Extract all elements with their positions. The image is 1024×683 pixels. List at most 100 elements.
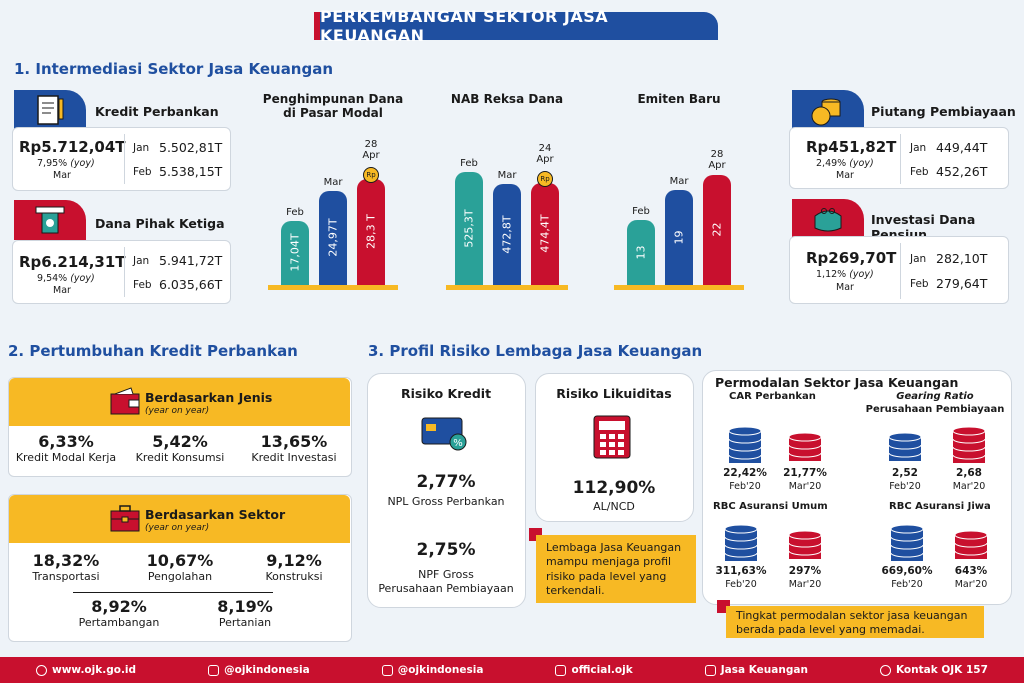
calculator-icon — [593, 415, 631, 459]
sektor-label: Pengolahan — [147, 570, 213, 583]
footer-link[interactable]: official.ojk — [555, 664, 633, 676]
pensiun-feb: 279,64T — [936, 276, 988, 291]
footer-link[interactable]: @ojkindonesia — [208, 664, 310, 676]
kredit-month: Mar — [53, 170, 71, 181]
facebook-icon — [208, 664, 220, 676]
sektor-label: Pertanian — [218, 616, 272, 629]
sektor-pct: 8,92% — [91, 597, 147, 616]
npf-label-2: Perusahaan Pembiayaan — [378, 582, 514, 595]
kredit-jan-label: Jan — [133, 142, 150, 154]
sektor-pct: 9,12% — [266, 551, 322, 570]
coins-icon — [811, 98, 841, 126]
chart-bar: 17,04T — [281, 221, 309, 285]
footer-link[interactable]: Kontak OJK 157 — [879, 664, 988, 676]
footer-link[interactable]: www.ojk.go.id — [36, 664, 136, 676]
gr-title-2: Perusahaan Pembiayaan — [865, 404, 1005, 415]
capital-value: 297% — [788, 565, 822, 577]
dpk-yoy-value: 9,54% — [37, 273, 68, 284]
dpk-jan-label: Jan — [133, 255, 150, 267]
kredit-yoy: 7,95% (yoy) — [37, 158, 95, 169]
sektor-label: Transportasi — [32, 570, 100, 583]
chart-bar: 472,8T — [493, 184, 521, 285]
sektor-pct: 18,32% — [32, 551, 100, 570]
coins-icon-tab — [792, 90, 864, 130]
dpk-value: Rp6.214,31T — [19, 253, 126, 271]
coin-stack-icon — [788, 530, 822, 559]
briefcase-icon — [110, 505, 140, 532]
jenis-title: Berdasarkan Jenis — [145, 390, 273, 405]
page-title: PERKEMBANGAN SEKTOR JASA KEUANGAN — [314, 7, 718, 45]
sektor-title: Berdasarkan Sektor — [145, 507, 286, 522]
chart-bar: 13 — [627, 220, 655, 285]
bar-category-label: Feb — [286, 207, 304, 218]
sektor-item: 9,12% Konstruksi — [237, 551, 351, 583]
capital-value: 2,68 — [956, 467, 982, 479]
capital-month: Feb'20 — [729, 481, 761, 492]
rupiah-badge-icon: Rp — [537, 171, 553, 187]
sektor-label: Pertambangan — [78, 616, 160, 629]
kredit-feb-label: Feb — [133, 166, 152, 178]
footer-link-text: official.ojk — [571, 664, 633, 676]
piutang-feb: 452,26T — [936, 164, 988, 179]
sektor-label: Konstruksi — [265, 570, 323, 583]
pensiun-card: Rp269,70T 1,12% (yoy) Mar Jan 282,10T Fe… — [789, 236, 1009, 304]
bar-category-label: Mar — [669, 176, 689, 187]
globe-icon — [36, 664, 48, 676]
chart-bar: 474,4T — [531, 183, 559, 285]
pensiun-yoy: 1,12% (yoy) — [816, 269, 874, 280]
coin-stack-icon — [788, 432, 822, 461]
dpk-yoy-tag: (yoy) — [70, 273, 95, 284]
coin-stack-icon — [954, 530, 988, 559]
chart-bar: 525,3T — [455, 172, 483, 285]
footer-link-text: @ojkindonesia — [224, 664, 310, 676]
risiko-likuiditas-title: Risiko Likuiditas — [556, 386, 672, 401]
pensiun-jan-label: Jan — [910, 253, 927, 265]
piutang-jan-label: Jan — [910, 142, 927, 154]
piutang-feb-label: Feb — [910, 166, 929, 178]
jenis-label: Kredit Investasi — [251, 451, 337, 464]
chart-bar: 19 — [665, 190, 693, 285]
kredit-yoy-tag: (yoy) — [70, 158, 95, 169]
sektor-item: 10,67% Pengolahan — [123, 551, 237, 583]
atm-icon-tab — [14, 200, 86, 240]
rbcj-title: RBC Asuransi Jiwa — [889, 501, 991, 512]
chart-title: NAB Reksa Dana — [450, 92, 564, 106]
phone-icon — [879, 664, 891, 676]
footer: www.ojk.go.id @ojkindonesia @ojkindonesia o… — [0, 657, 1024, 683]
dpk-card: Rp6.214,31T 9,54% (yoy) Mar Jan 5.941,72… — [12, 240, 231, 304]
chart-bar: 24,97T — [319, 191, 347, 285]
footer-link[interactable]: Jasa Keuangan — [704, 664, 808, 676]
jenis-item: 6,33% Kredit Modal Kerja — [9, 432, 123, 464]
capital-value: 643% — [954, 565, 988, 577]
npf-value: 2,75% — [416, 540, 476, 560]
chart-area: 17,04T Feb 24,97T Mar 28,3 T 28 Apr Rp — [268, 125, 398, 285]
chart-baseline — [268, 285, 398, 290]
footer-link[interactable]: @ojkindonesia — [381, 664, 483, 676]
bar-category-label: Feb — [632, 206, 650, 217]
coin-stack-icon — [890, 524, 924, 561]
car-title: CAR Perbankan — [729, 391, 816, 402]
bar-category-label: Mar — [323, 177, 343, 188]
pensiun-yoy-tag: (yoy) — [849, 269, 874, 280]
capital-note: Tingkat permodalan sektor jasa keuangan … — [726, 606, 984, 638]
npf-label-1: NPF Gross — [418, 568, 474, 581]
chart-baseline — [446, 285, 568, 290]
risk-note: Lembaga Jasa Keuangan mampu menjaga prof… — [536, 535, 696, 603]
npl-value: 2,77% — [416, 472, 476, 492]
divider — [900, 134, 901, 184]
bar-value-label: 13 — [634, 245, 648, 259]
jenis-label: Kredit Modal Kerja — [15, 451, 117, 464]
bar-value-label: 474,4T — [538, 214, 552, 253]
capital-month: Mar'20 — [952, 481, 986, 492]
kredit-label: Kredit Perbankan — [95, 104, 219, 119]
divider — [124, 247, 125, 297]
footer-link-text: Kontak OJK 157 — [895, 664, 988, 676]
bar-value-label: 17,04T — [288, 233, 302, 272]
divider — [900, 243, 901, 299]
bar-value-label: 28,3 T — [364, 214, 378, 249]
sektor-item: 8,19% Pertanian — [185, 597, 305, 629]
permodalan-title: Permodalan Sektor Jasa Keuangan — [715, 375, 959, 390]
jenis-pct: 6,33% — [38, 432, 94, 451]
bar-category-label: 28 Apr — [362, 139, 380, 161]
bar-category-label: Feb — [460, 158, 478, 169]
